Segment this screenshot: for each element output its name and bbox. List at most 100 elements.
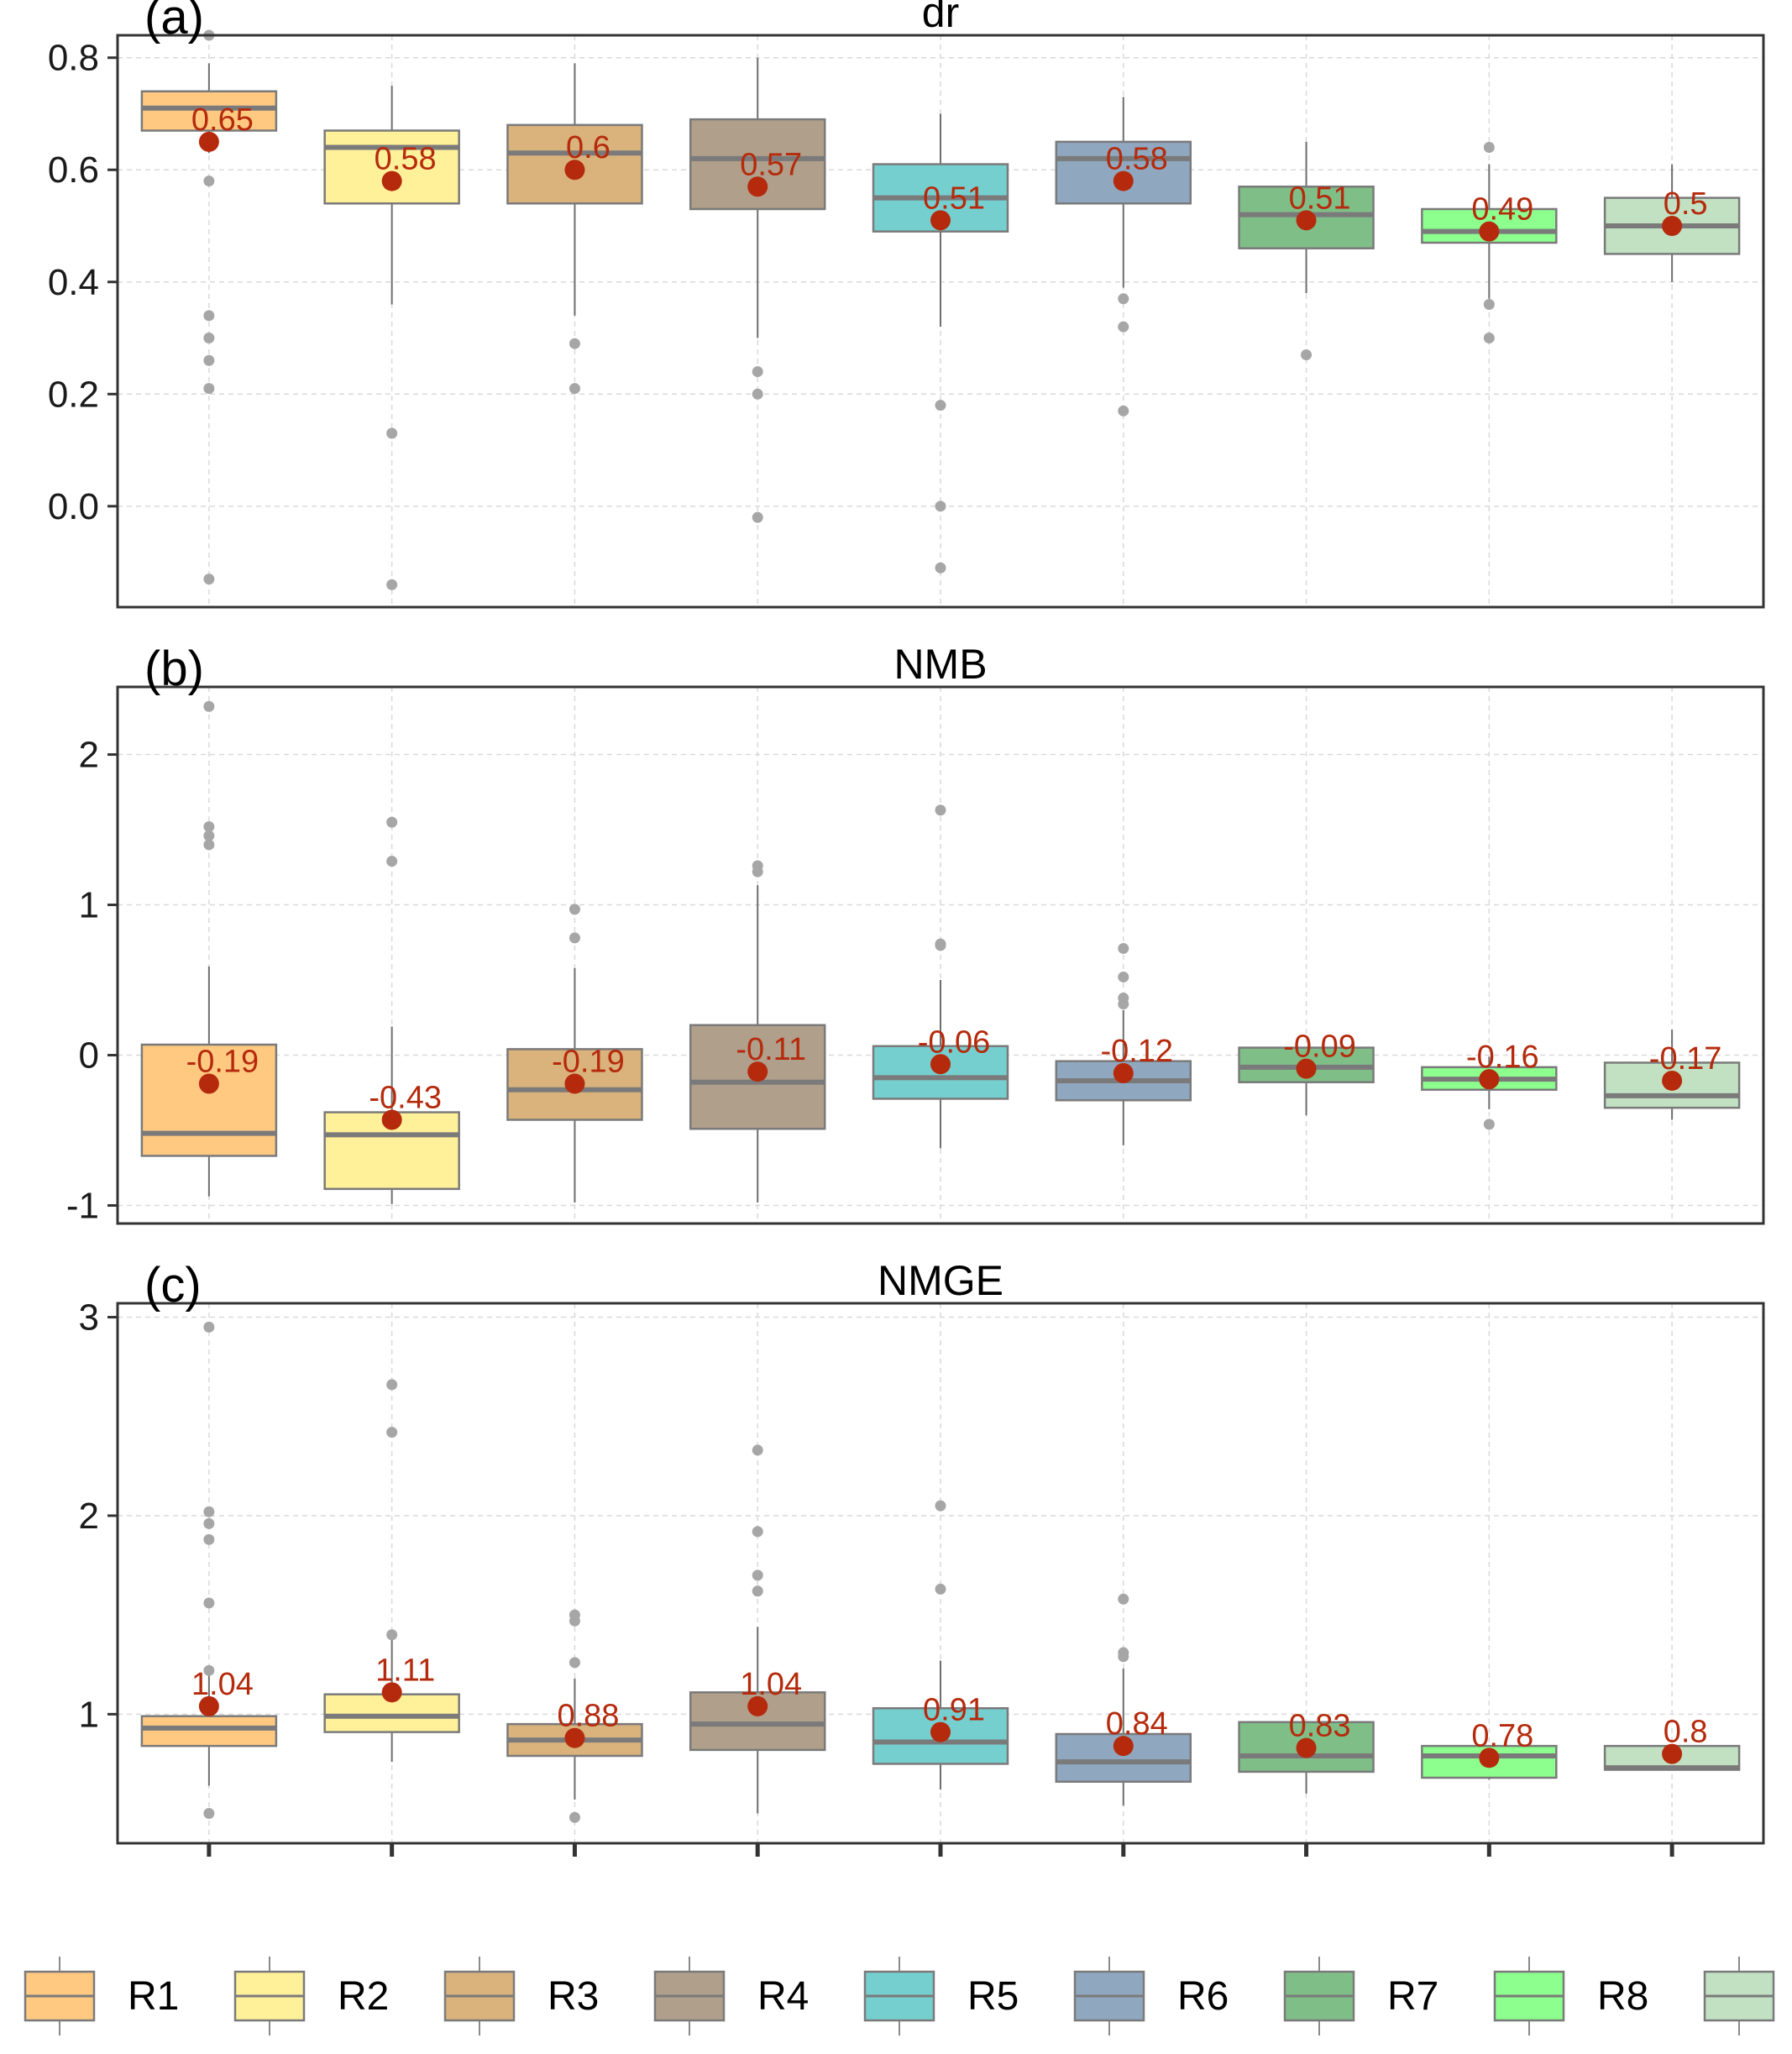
mean-point	[1296, 1058, 1317, 1079]
y-tick-label: 0.6	[48, 149, 99, 191]
legend-label: R7	[1387, 1974, 1438, 2019]
legend-label: R6	[1177, 1974, 1229, 2019]
mean-label: 0.88	[557, 1699, 619, 1734]
box-R8b: 0.5	[1603, 164, 1741, 282]
mean-label: -0.06	[918, 1024, 991, 1060]
mean-label: 0.51	[923, 181, 985, 216]
box-R4: 0.57	[689, 57, 826, 523]
box-R6: 0.84	[1055, 1593, 1192, 1806]
mean-label: 0.83	[1289, 1709, 1351, 1744]
outlier-point	[569, 904, 580, 915]
mean-point	[1113, 1063, 1134, 1084]
box-R5: -0.06	[872, 804, 1009, 1149]
y-tick-label: 0.8	[48, 38, 99, 79]
panel-label: (c)	[144, 1258, 202, 1313]
mean-point	[747, 176, 768, 197]
mean-label: 0.84	[1106, 1706, 1168, 1742]
mean-label: 1.04	[740, 1667, 802, 1702]
outlier-point	[935, 400, 946, 411]
mean-point	[198, 1695, 219, 1716]
outlier-point	[935, 500, 946, 512]
outlier-point	[203, 830, 215, 841]
outlier-point	[203, 1808, 215, 1820]
mean-point	[564, 160, 585, 181]
mean-point	[930, 210, 951, 231]
panel-title: NMB	[893, 641, 987, 688]
outlier-point	[203, 354, 215, 366]
box-iqr	[872, 1707, 1009, 1765]
outlier-point	[386, 579, 398, 590]
legend-label: R3	[548, 1974, 599, 2019]
y-tick-label: 1	[79, 885, 99, 926]
mean-point	[1479, 1747, 1500, 1768]
outlier-point	[1118, 321, 1129, 333]
panel-border	[116, 34, 1765, 609]
box-R7: 0.51	[1238, 141, 1375, 361]
mean-point	[930, 1054, 951, 1075]
mean-point	[1662, 1070, 1683, 1091]
mean-label: -0.12	[1100, 1034, 1173, 1069]
mean-point	[564, 1727, 585, 1748]
legend-item-5: R5	[863, 1957, 1019, 2036]
outlier-point	[203, 1597, 215, 1609]
outlier-point	[1483, 142, 1495, 154]
outlier-point	[1118, 998, 1129, 1010]
outlier-point	[386, 1427, 398, 1438]
outlier-point	[569, 1615, 580, 1627]
outlier-point	[203, 839, 215, 851]
outlier-point	[203, 1533, 215, 1545]
outlier-point	[569, 1657, 580, 1669]
mean-label: 0.65	[191, 102, 254, 138]
panels: 0.00.20.40.60.80.650.58 0.6 0.570.510.580.…	[48, 0, 1765, 1857]
outlier-point	[569, 1811, 580, 1823]
legend-item-4: R4	[653, 1957, 809, 2036]
box-R7: -0.09	[1238, 1030, 1375, 1116]
mean-label: 1.04	[191, 1667, 254, 1702]
outlier-point	[386, 816, 398, 828]
box-R2: -0.43	[323, 816, 460, 1204]
outlier-point	[203, 1664, 215, 1676]
panel-label: (a)	[144, 0, 204, 45]
outlier-point	[203, 1506, 215, 1517]
box-iqr	[140, 1715, 278, 1747]
outlier-point	[1118, 1593, 1129, 1605]
outlier-point	[386, 856, 398, 867]
mean-label: 0.51	[1289, 181, 1351, 216]
y-tick-label: 1	[79, 1694, 99, 1735]
legend-item-3: R3	[443, 1957, 599, 2036]
outlier-point	[752, 1444, 763, 1456]
mean-label: 0.58	[375, 142, 437, 177]
y-tick-label: 2	[79, 1496, 99, 1537]
mean-label: 0.58	[1106, 142, 1168, 177]
mean-label: 0.6	[566, 130, 610, 165]
box-iqr	[140, 1043, 278, 1157]
mean-label: 0.5	[1664, 186, 1708, 222]
mean-point	[1662, 1743, 1683, 1764]
mean-point	[747, 1695, 768, 1716]
panel-title: NMGE	[878, 1257, 1003, 1304]
box-R6: -0.12	[1055, 942, 1192, 1145]
box-R8: 0.78	[1421, 1718, 1558, 1780]
box-R8b: -0.17	[1603, 1030, 1741, 1120]
box-R3: 0.88	[506, 1609, 643, 1823]
y-tick-label: 2	[79, 735, 99, 776]
box-R4: 1.04	[689, 1444, 826, 1814]
legend-item-9	[1703, 1957, 1775, 2036]
outlier-point	[752, 1585, 763, 1597]
box-R8b: 0.8	[1603, 1715, 1741, 1771]
box-R1: -0.19	[140, 700, 278, 1197]
legend-item-2: R2	[233, 1957, 389, 2036]
y-tick-label: 0.2	[48, 374, 99, 415]
box-R6: 0.58	[1055, 97, 1192, 417]
panel-title: dr	[922, 0, 959, 36]
box-R5: 0.51	[872, 113, 1009, 574]
outlier-point	[203, 1517, 215, 1529]
box-R1: 0.65	[140, 29, 278, 585]
mean-label: -0.43	[369, 1080, 442, 1115]
y-tick-label: 3	[79, 1297, 99, 1339]
mean-point	[1113, 170, 1134, 191]
legend-item-8: R8	[1493, 1957, 1648, 2036]
outlier-point	[935, 1583, 946, 1595]
panel-3: 1 2 3 1.04 1.11 0.88 1.04 0.91 0.84 0.83 0.78 0.8 NM…	[79, 1257, 1765, 1857]
